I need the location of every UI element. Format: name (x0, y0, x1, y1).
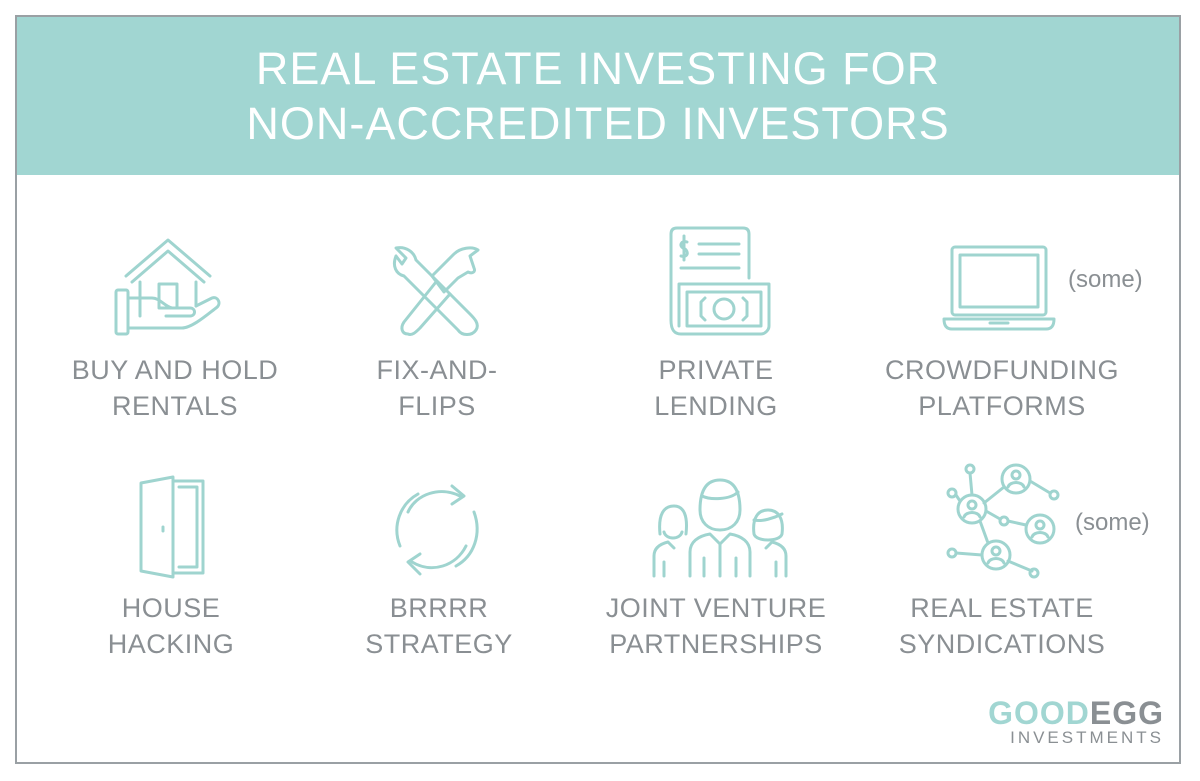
item-label-joint-venture: JOINT VENTURE PARTNERSHIPS (605, 593, 827, 659)
header-banner: REAL ESTATE INVESTING FOR NON-ACCREDITED… (17, 17, 1179, 175)
refresh-cycle-icon (390, 482, 484, 576)
item-label-private-lending: PRIVATE LENDING (654, 355, 778, 421)
infographic-frame: REAL ESTATE INVESTING FOR NON-ACCREDITED… (15, 15, 1181, 764)
note-syndications-some: (some) (1075, 509, 1150, 536)
item-label-crowdfunding: CROWDFUNDING PLATFORMS (885, 355, 1119, 421)
item-label-house-hacking: HOUSE HACKING (107, 593, 235, 659)
item-label-buy-and-hold: BUY AND HOLD RENTALS (71, 355, 279, 421)
item-label-fix-and-flips: FIX-AND- FLIPS (376, 355, 498, 421)
logo-good: GOOD (988, 695, 1090, 731)
invoice-cash-icon (665, 226, 771, 338)
item-label-brrrr: BRRRR STRATEGY (365, 593, 513, 659)
logo-egg: EGG (1089, 695, 1164, 731)
logo-subtitle: INVESTMENTS (1010, 728, 1164, 747)
door-icon (137, 475, 207, 579)
house-in-hand-icon (112, 236, 224, 336)
team-people-icon (650, 474, 790, 578)
title-line-1: REAL ESTATE INVESTING FOR (255, 43, 941, 94)
laptop-icon (942, 243, 1056, 331)
item-label-syndications: REAL ESTATE SYNDICATIONS (898, 593, 1106, 659)
company-logo: GOODEGG (988, 697, 1164, 729)
title-line-2: NON-ACCREDITED INVESTORS (246, 98, 950, 149)
wrench-hammer-icon (388, 242, 484, 340)
page-title: REAL ESTATE INVESTING FOR NON-ACCREDITED… (246, 41, 949, 151)
network-people-icon (944, 463, 1068, 581)
note-crowdfunding-some: (some) (1068, 266, 1143, 293)
